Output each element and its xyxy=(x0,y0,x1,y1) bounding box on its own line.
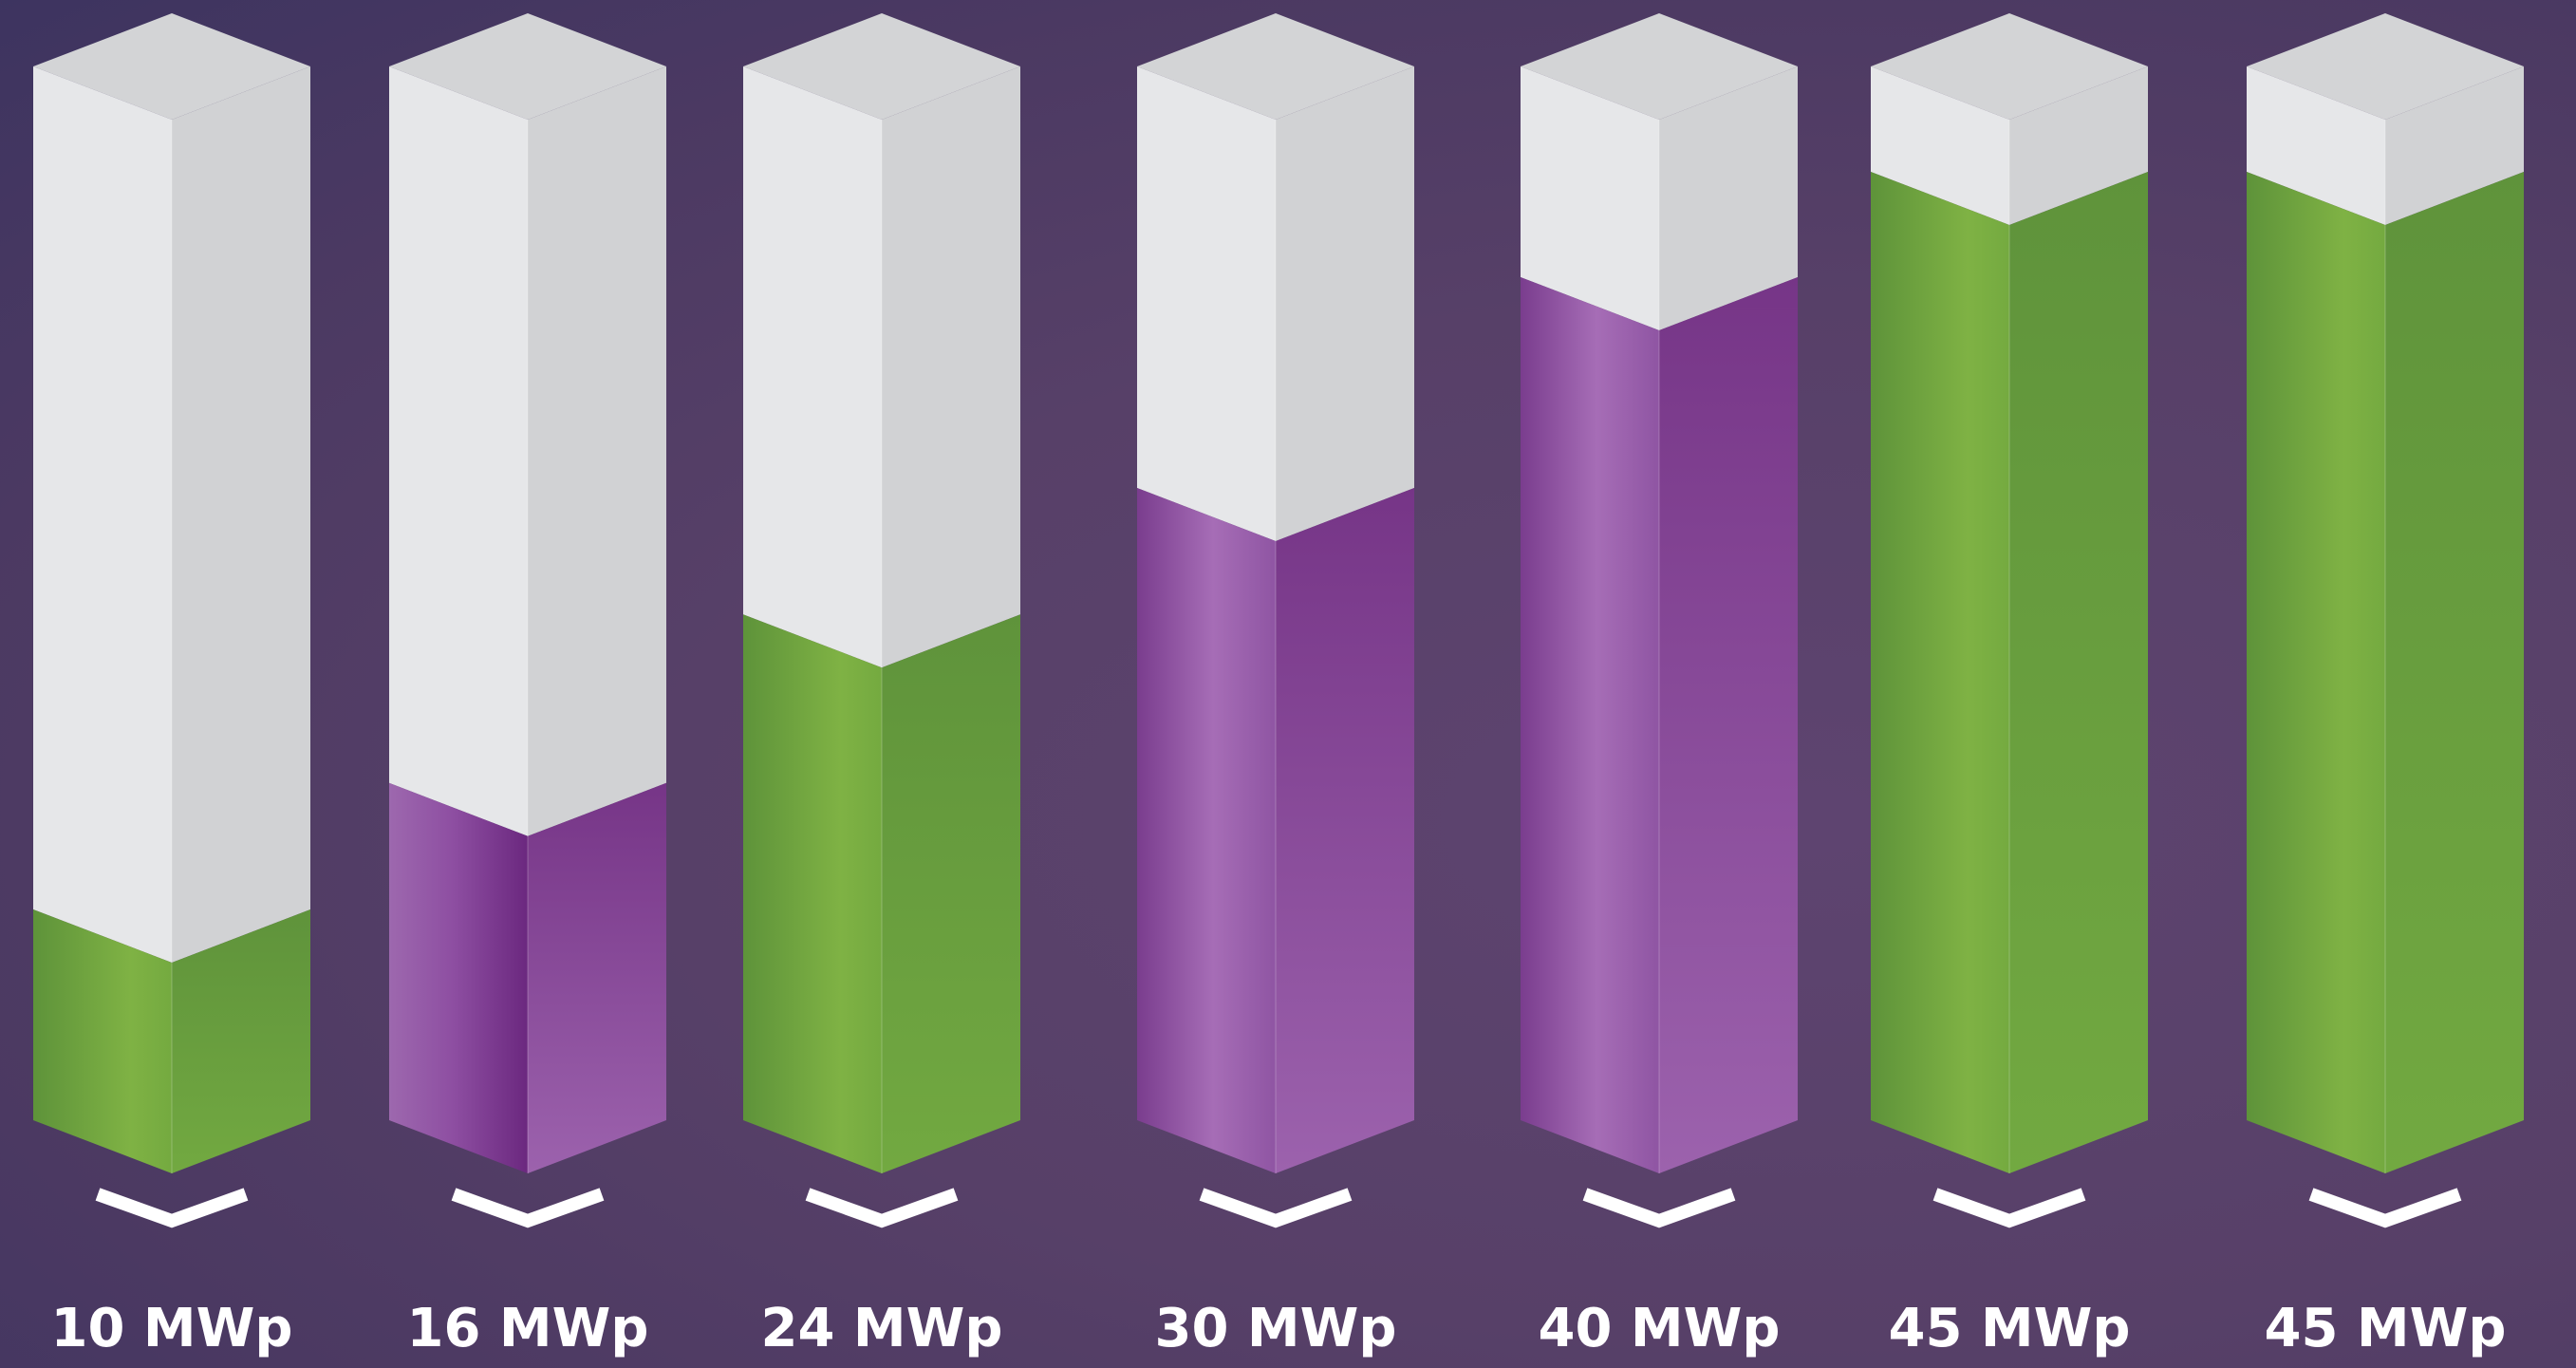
bar-chevron xyxy=(1932,1188,2086,1228)
bar-empty-left xyxy=(1871,66,2009,225)
bar-fill-right xyxy=(2385,172,2524,1173)
bar-empty-left xyxy=(2247,66,2385,225)
bar-chevron xyxy=(95,1188,249,1228)
bar-fill-right xyxy=(1276,488,1414,1173)
bar-fill-left xyxy=(2247,172,2385,1173)
bar-group xyxy=(1871,13,2148,1228)
bar-empty-left xyxy=(1137,66,1276,541)
bar-empty-left xyxy=(33,66,172,963)
tick-label: 10 MWp xyxy=(50,1298,292,1359)
bar-group xyxy=(1521,13,1798,1228)
bar-fill-left xyxy=(1521,277,1659,1173)
bar-empty-right xyxy=(2385,66,2524,225)
bar-empty-right xyxy=(528,66,666,836)
tick-label: 24 MWp xyxy=(760,1298,1002,1359)
bar-chevron xyxy=(2308,1188,2462,1228)
bars-layer: 10 MWp 16 MWp 24 MWp 30 MWp 40 MWp 45 MWp 45 M… xyxy=(33,13,2524,1359)
bar-group xyxy=(389,13,666,1228)
bar-fill-left xyxy=(389,782,528,1173)
tick-label: 40 MWp xyxy=(1538,1298,1780,1359)
bar-group xyxy=(2247,13,2524,1228)
bar-empty-right xyxy=(172,66,310,963)
bar-fill-left xyxy=(743,614,882,1173)
bar-empty-right xyxy=(882,66,1020,668)
bar-fill-right xyxy=(882,614,1020,1173)
bar-chevron xyxy=(451,1188,605,1228)
bar-fill-right xyxy=(2009,172,2148,1173)
tick-label: 16 MWp xyxy=(406,1298,648,1359)
bar-group xyxy=(1137,13,1414,1228)
bar-chevron xyxy=(1199,1188,1353,1228)
bar-chevron xyxy=(1582,1188,1736,1228)
bar-empty-left xyxy=(1521,66,1659,330)
tick-label: 45 MWp xyxy=(2264,1298,2506,1359)
tick-label: 30 MWp xyxy=(1154,1298,1396,1359)
bar-empty-left xyxy=(743,66,882,668)
bar-fill-right xyxy=(172,909,310,1173)
bar-empty-left xyxy=(389,66,528,836)
bar-empty-right xyxy=(2009,66,2148,225)
bar-chevron xyxy=(805,1188,959,1228)
bar-group xyxy=(743,13,1020,1228)
bar-empty-right xyxy=(1659,66,1798,330)
bar-group xyxy=(33,13,310,1228)
bar-fill-right xyxy=(1659,277,1798,1173)
bar-fill-right xyxy=(528,782,666,1173)
bar-fill-left xyxy=(1137,488,1276,1173)
bar-fill-left xyxy=(33,909,172,1173)
bar-empty-right xyxy=(1276,66,1414,541)
tick-label: 45 MWp xyxy=(1888,1298,2130,1359)
bar-fill-left xyxy=(1871,172,2009,1173)
